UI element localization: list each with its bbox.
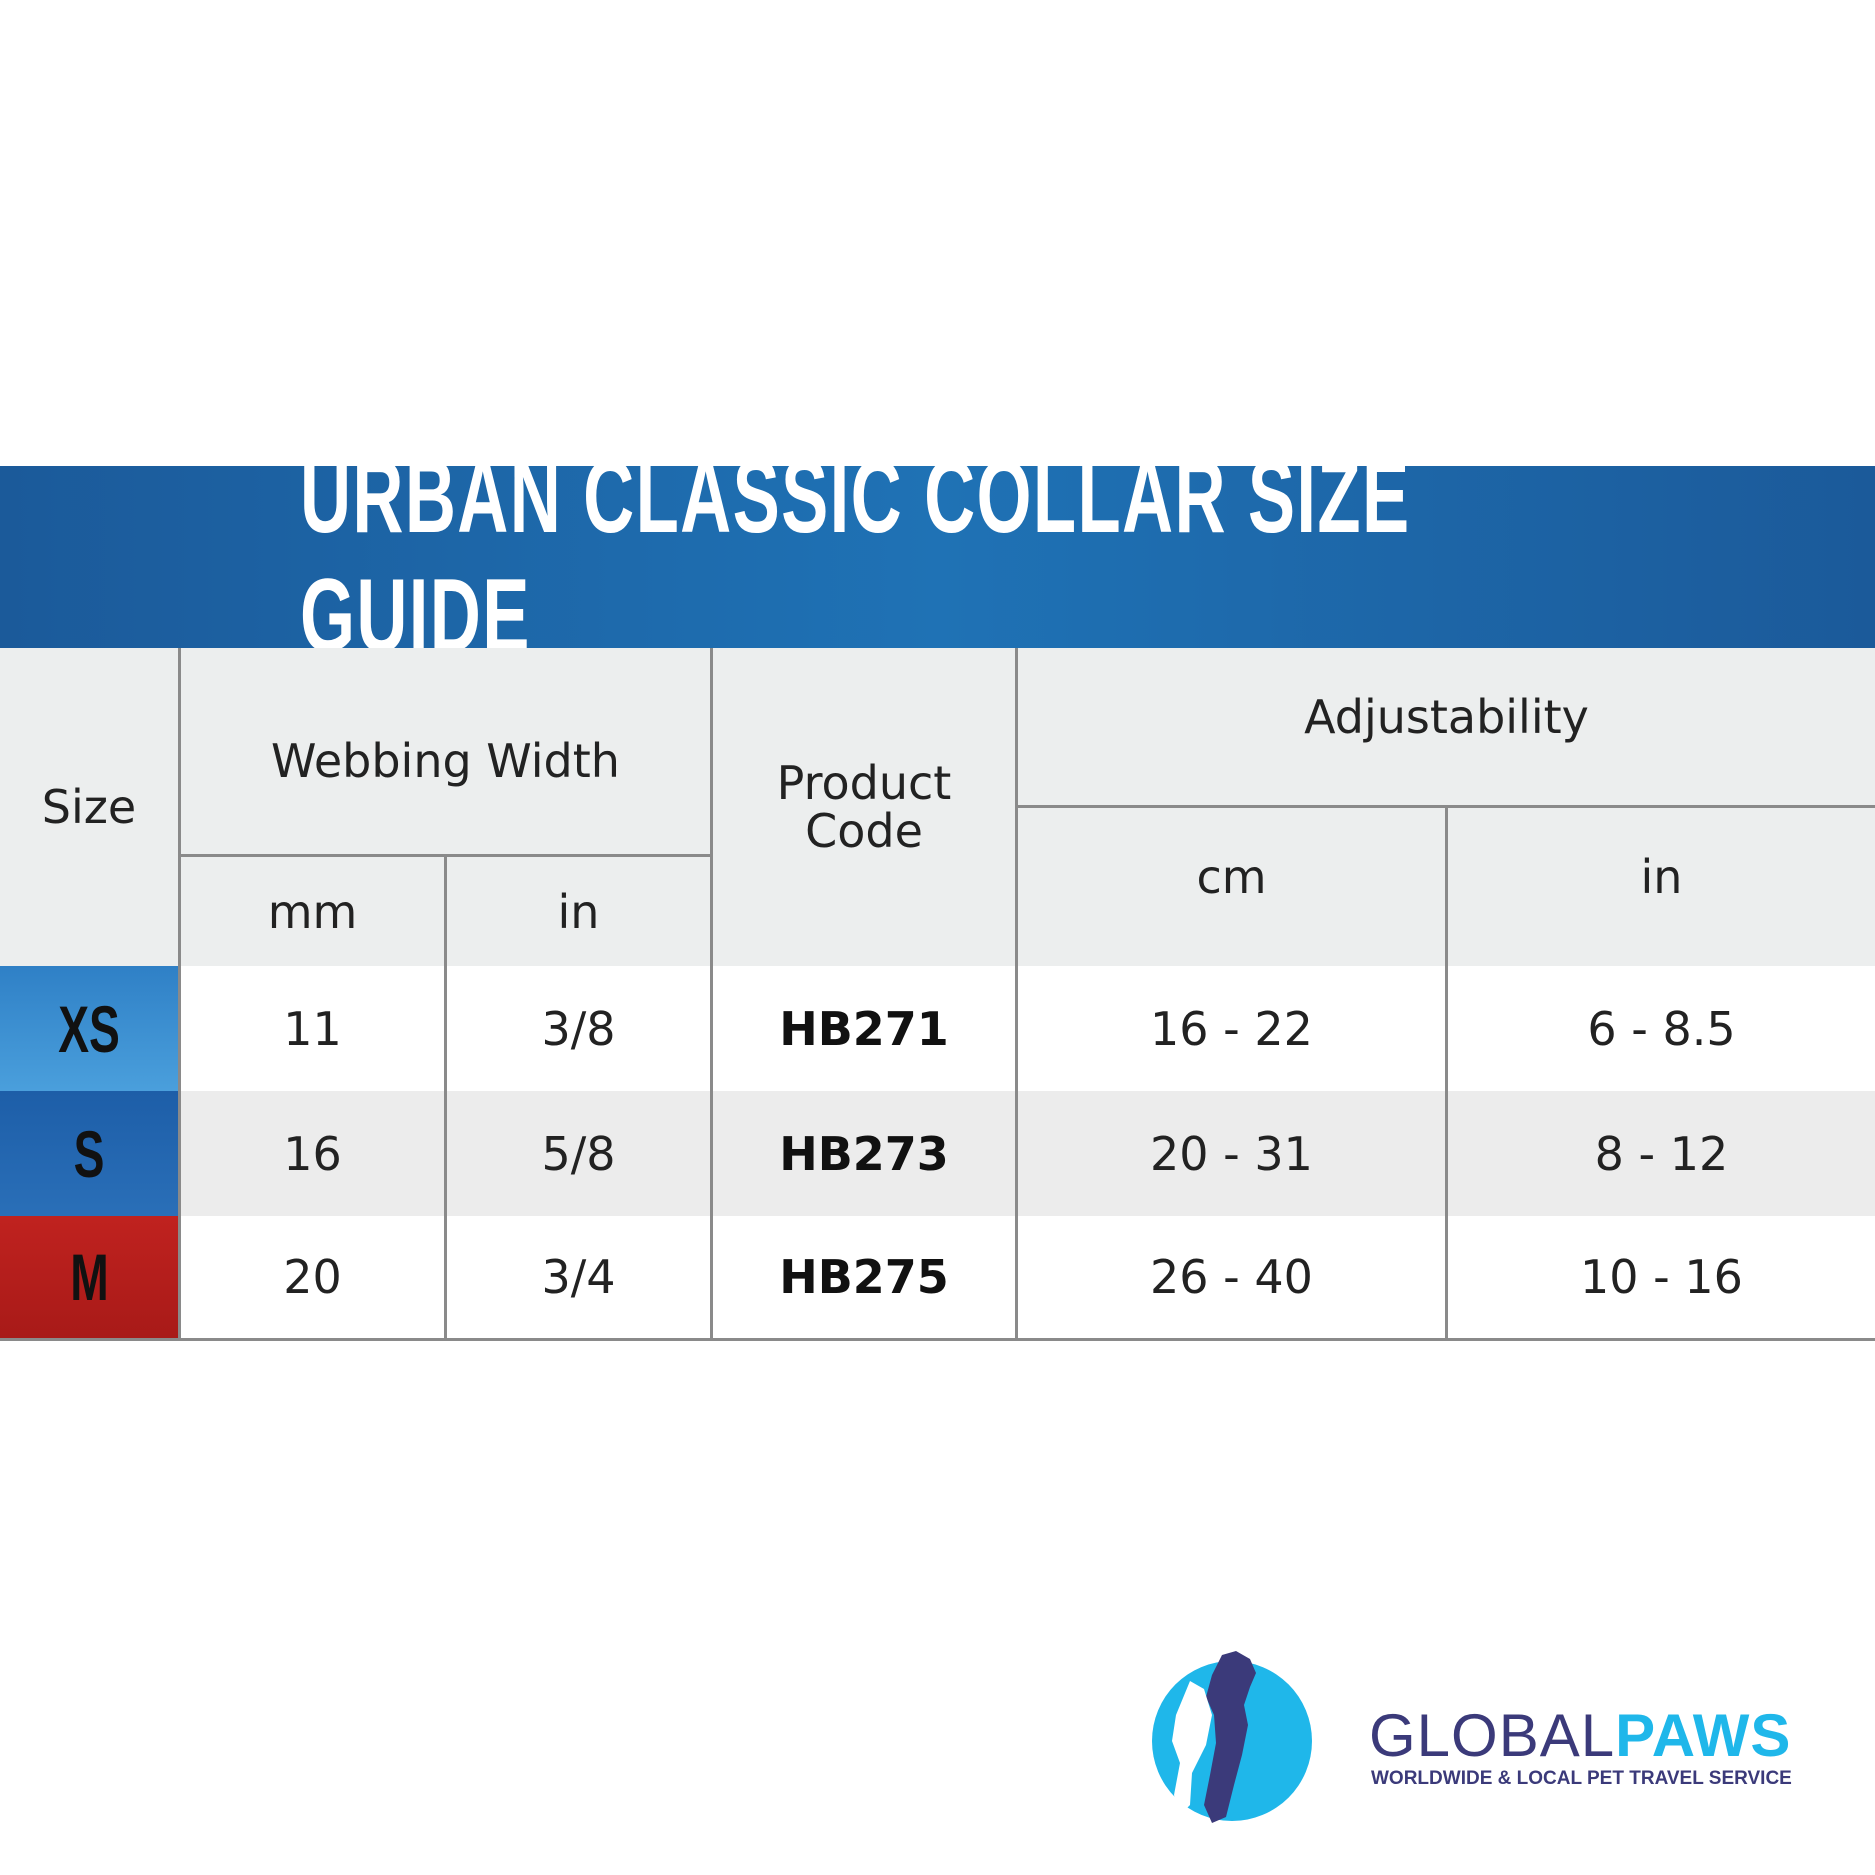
header-cell: Webbing Width (178, 648, 710, 857)
header-cell: mm (178, 857, 444, 966)
data-cell: 16 (178, 1091, 444, 1216)
header-cell: cm (1015, 808, 1445, 966)
logo-name: GLOBALPAWS (1369, 1706, 1791, 1766)
data-cell: 11 (178, 966, 444, 1091)
data-cell: 3/8 (444, 966, 710, 1091)
size-cell: M (0, 1216, 178, 1341)
data-cell: HB271 (710, 966, 1015, 1091)
logo-name-part: PAWS (1615, 1702, 1792, 1769)
data-cell: 20 - 31 (1015, 1091, 1445, 1216)
data-cell: 20 (178, 1216, 444, 1341)
data-cell: 26 - 40 (1015, 1216, 1445, 1341)
size-label: S (73, 1116, 105, 1191)
header-cell: in (444, 857, 710, 966)
data-cell: HB273 (710, 1091, 1015, 1216)
data-cell: 8 - 12 (1445, 1091, 1875, 1216)
data-cell: 16 - 22 (1015, 966, 1445, 1091)
size-cell: XS (0, 966, 178, 1091)
data-cell: HB275 (710, 1216, 1015, 1341)
logo-icon (1152, 1651, 1312, 1823)
data-cell: 10 - 16 (1445, 1216, 1875, 1341)
size-label: XS (58, 991, 120, 1066)
header-cell: Product Code (710, 648, 1015, 966)
title: URBAN CLASSIC COLLAR SIZE GUIDE (0, 439, 1875, 674)
logo-tagline: WORLDWIDE & LOCAL PET TRAVEL SERVICE (1371, 1768, 1792, 1789)
header-cell: Size (0, 648, 178, 966)
header-cell: in (1445, 808, 1875, 966)
size-cell: S (0, 1091, 178, 1216)
data-cell: 6 - 8.5 (1445, 966, 1875, 1091)
size-label: M (69, 1240, 109, 1314)
title-text: URBAN CLASSIC COLLAR SIZE GUIDE (300, 439, 1411, 674)
data-cell: 3/4 (444, 1216, 710, 1341)
logo-name-part: GLOBAL (1369, 1702, 1616, 1769)
header-cell: Adjustability (1015, 648, 1875, 808)
data-cell: 5/8 (444, 1091, 710, 1216)
title-banner: URBAN CLASSIC COLLAR SIZE GUIDE (0, 439, 1875, 674)
